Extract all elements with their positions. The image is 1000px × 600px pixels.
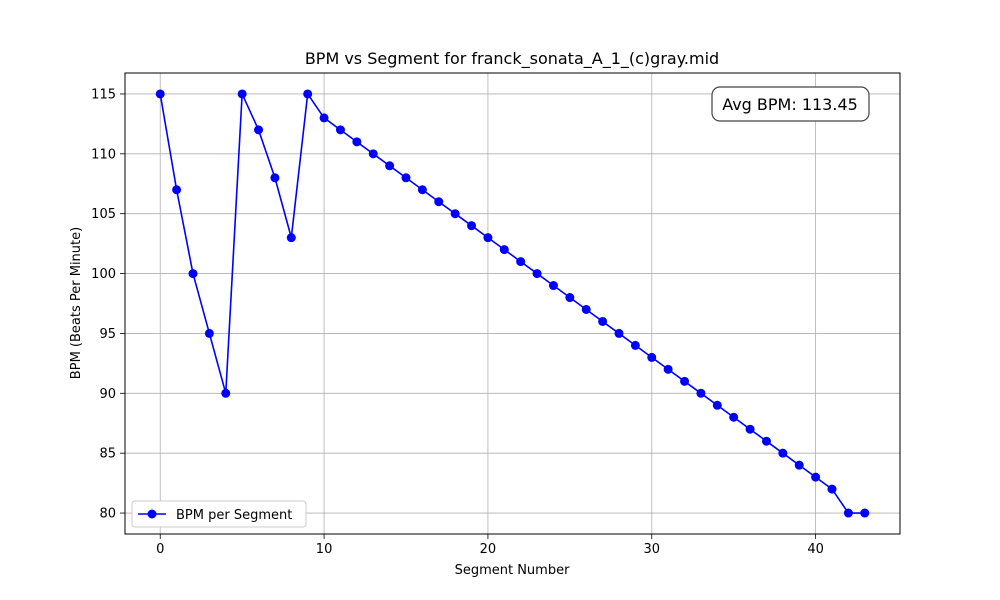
data-point xyxy=(450,209,460,219)
data-point xyxy=(647,352,657,362)
data-point xyxy=(843,508,853,518)
data-point xyxy=(761,436,771,446)
series-line xyxy=(159,93,865,514)
data-point xyxy=(172,185,182,195)
data-point xyxy=(434,197,444,207)
data-point xyxy=(778,448,788,458)
data-point xyxy=(417,185,427,195)
y-tick-label: 95 xyxy=(99,327,116,342)
data-point xyxy=(712,400,722,410)
data-point xyxy=(811,472,821,482)
y-tick-label: 105 xyxy=(91,207,116,222)
data-point xyxy=(565,293,575,303)
data-point xyxy=(516,257,526,267)
grid-lines xyxy=(125,73,900,534)
legend-label: BPM per Segment xyxy=(176,508,292,523)
data-point xyxy=(794,460,804,470)
data-point xyxy=(581,304,591,314)
data-point xyxy=(630,340,640,350)
data-point xyxy=(827,484,837,494)
data-point xyxy=(680,376,690,386)
data-point xyxy=(368,149,378,159)
data-point xyxy=(499,245,509,255)
series-layer xyxy=(155,89,870,518)
x-axis-label: Segment Number xyxy=(455,563,571,578)
data-point xyxy=(352,137,362,147)
x-tick-label: 10 xyxy=(316,542,333,557)
data-point xyxy=(303,89,313,99)
y-axis-label: BPM (Beats Per Minute) xyxy=(69,227,84,379)
y-axis-ticks: 80 85 90 95 100 105 110 115 xyxy=(91,87,125,522)
annotation-box xyxy=(711,86,870,122)
data-point xyxy=(483,233,493,243)
data-point xyxy=(221,388,231,398)
x-axis-ticks: 0 10 20 30 40 xyxy=(156,534,824,557)
data-point xyxy=(155,89,165,99)
y-tick-label: 85 xyxy=(99,447,116,462)
annotation-text: Avg BPM: 113.45 xyxy=(722,95,858,114)
legend-box xyxy=(131,500,307,528)
data-point xyxy=(860,508,870,518)
avg-bpm-annotation: Avg BPM: 113.45 xyxy=(711,86,870,122)
data-point xyxy=(270,173,280,183)
legend: BPM per Segment xyxy=(131,500,307,528)
x-tick-label: 30 xyxy=(643,542,660,557)
plot-area-frame xyxy=(124,72,901,535)
data-point xyxy=(598,316,608,326)
y-tick-label: 110 xyxy=(91,147,116,162)
data-point xyxy=(663,364,673,374)
data-point xyxy=(729,412,739,422)
chart-title: BPM vs Segment for franck_sonata_A_1_(c)… xyxy=(305,49,719,69)
y-tick-label: 115 xyxy=(91,87,116,102)
x-tick-label: 0 xyxy=(156,542,164,557)
data-point xyxy=(319,113,329,123)
y-tick-label: 80 xyxy=(99,507,116,522)
data-point xyxy=(254,125,264,135)
y-tick-label: 90 xyxy=(99,387,116,402)
data-point xyxy=(745,424,755,434)
data-point xyxy=(614,328,624,338)
legend-marker-swatch xyxy=(147,509,157,519)
data-point xyxy=(401,173,411,183)
data-point xyxy=(335,125,345,135)
data-point xyxy=(204,328,214,338)
data-point xyxy=(548,281,558,291)
x-tick-label: 40 xyxy=(807,542,824,557)
data-point xyxy=(696,388,706,398)
data-point xyxy=(385,161,395,171)
y-tick-label: 100 xyxy=(91,267,116,282)
x-tick-label: 20 xyxy=(480,542,497,557)
data-point xyxy=(532,269,542,279)
data-point xyxy=(237,89,247,99)
data-point xyxy=(188,269,198,279)
data-point xyxy=(467,221,477,231)
data-point xyxy=(286,233,296,243)
